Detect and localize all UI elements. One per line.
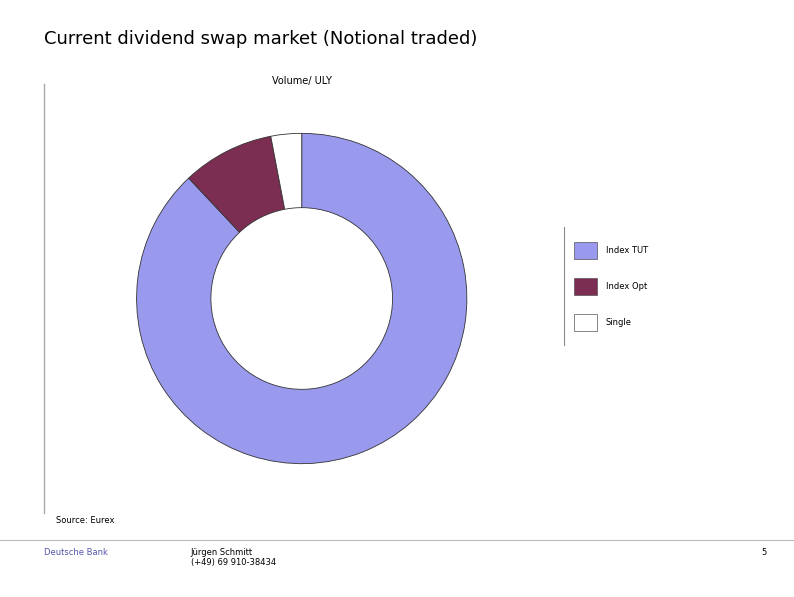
Wedge shape <box>189 136 285 232</box>
Text: Deutsche Bank: Deutsche Bank <box>44 548 107 557</box>
Text: 5: 5 <box>761 548 766 557</box>
Wedge shape <box>271 133 302 210</box>
Text: Index TUT: Index TUT <box>606 246 648 256</box>
Text: Index Opt: Index Opt <box>606 282 647 291</box>
Bar <box>574 242 597 259</box>
Text: Single: Single <box>606 318 632 327</box>
Title: Volume/ ULY: Volume/ ULY <box>272 76 332 86</box>
Wedge shape <box>137 133 467 464</box>
Bar <box>574 278 597 295</box>
Bar <box>574 314 597 331</box>
Text: Jürgen Schmitt
(+49) 69 910-38434: Jürgen Schmitt (+49) 69 910-38434 <box>191 548 276 567</box>
Text: Current dividend swap market (Notional traded): Current dividend swap market (Notional t… <box>44 30 477 48</box>
Text: Source: Eurex: Source: Eurex <box>56 516 114 525</box>
